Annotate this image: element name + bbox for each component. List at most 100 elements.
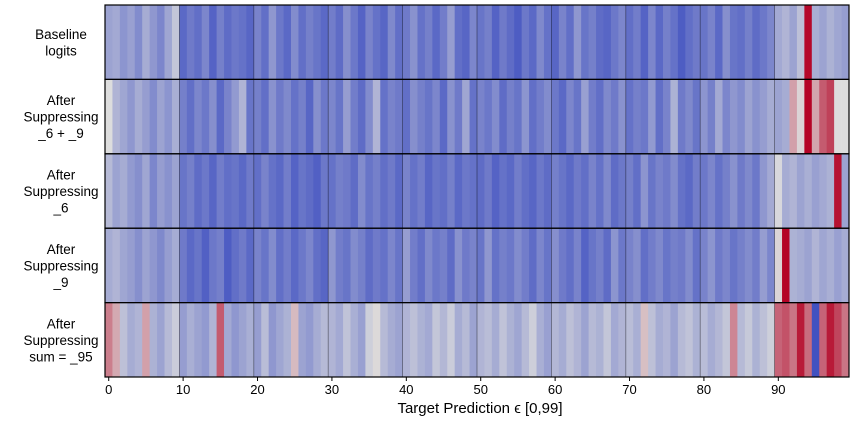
heatmap-cell-row2-col41 — [410, 153, 418, 229]
heatmap-cell-row2-col49 — [469, 153, 478, 229]
heatmap-cell-row4-col52 — [491, 302, 500, 377]
heatmap-cell-row4-col41 — [410, 302, 418, 377]
heatmap-cell-row0-col67 — [603, 5, 612, 80]
row-label-3-line-1: Suppressing — [23, 258, 98, 273]
heatmap-cell-row4-col1 — [112, 302, 121, 377]
heatmap-cell-row0-col49 — [469, 5, 478, 80]
heatmap-cell-row1-col43 — [424, 79, 433, 154]
heatmap-cell-row2-col26 — [298, 153, 307, 229]
heatmap-cell-row1-col74 — [655, 79, 664, 154]
heatmap-cell-row0-col66 — [596, 5, 604, 80]
heatmap-cell-row0-col94 — [804, 5, 813, 80]
heatmap-cell-row2-col48 — [462, 153, 470, 229]
heatmap-cell-row3-col10 — [179, 228, 188, 303]
heatmap-cell-row2-col97 — [826, 153, 835, 229]
heatmap-cell-row0-col90 — [774, 5, 783, 80]
heatmap-cell-row1-col37 — [380, 79, 389, 154]
row-frame-4 — [104, 302, 850, 378]
heatmap-cell-row3-col28 — [313, 228, 322, 303]
heatmap-cell-row4-col43 — [424, 302, 433, 377]
heatmap-cell-row2-col86 — [744, 153, 753, 229]
heatmap-cell-row0-col80 — [700, 5, 709, 80]
heatmap-cell-row1-col17 — [231, 79, 240, 154]
heatmap-cell-row0-col87 — [752, 5, 761, 80]
heatmap-cell-row3-col49 — [469, 228, 478, 303]
heatmap-cell-row4-col13 — [201, 302, 210, 377]
heatmap-cell-row3-col73 — [648, 228, 656, 303]
heatmap-cell-row0-col9 — [171, 5, 180, 80]
heatmap-cell-row2-col84 — [729, 153, 738, 229]
heatmap-cell-row4-col46 — [447, 302, 456, 377]
heatmap-cell-row2-col35 — [365, 153, 374, 229]
heatmap-cell-row4-col53 — [499, 302, 508, 377]
heatmap-cell-row3-col68 — [610, 228, 619, 303]
heatmap-cell-row2-col59 — [543, 153, 552, 229]
heatmap-cell-row1-col58 — [536, 79, 545, 154]
heatmap-cell-row2-col33 — [350, 153, 359, 229]
heatmap-cell-row4-col88 — [759, 302, 768, 377]
heatmap-cell-row2-col98 — [834, 153, 842, 229]
heatmap-cell-row0-col16 — [224, 5, 232, 80]
heatmap-cell-row4-col51 — [484, 302, 493, 377]
heatmap-cell-row0-col88 — [759, 5, 768, 80]
heatmap-cell-row1-col93 — [796, 79, 805, 154]
heatmap-cell-row3-col20 — [253, 228, 262, 303]
heatmap-cell-row4-col56 — [521, 302, 530, 377]
heatmap-cell-row0-col23 — [276, 5, 284, 80]
heatmap-cell-row0-col46 — [447, 5, 456, 80]
heatmap-cell-row2-col24 — [283, 153, 292, 229]
heatmap-cell-row0-col24 — [283, 5, 292, 80]
heatmap-cell-row4-col71 — [633, 302, 642, 377]
heatmap-cell-row0-col1 — [112, 5, 121, 80]
heatmap-cell-row2-col38 — [387, 153, 396, 229]
x-tick-label-30: 30 — [325, 382, 339, 397]
heatmap-cell-row0-col62 — [566, 5, 575, 80]
heatmap-cell-row1-col44 — [432, 79, 441, 154]
heatmap-cell-row4-col31 — [335, 302, 344, 377]
heatmap-cell-row1-col38 — [387, 79, 396, 154]
heatmap-cell-row2-col63 — [573, 153, 582, 229]
heatmap-cell-row2-col1 — [112, 153, 121, 229]
heatmap-cell-row3-col34 — [357, 228, 366, 303]
heatmap-cell-row0-col45 — [439, 5, 448, 80]
heatmap-cell-row3-col16 — [224, 228, 232, 303]
heatmap-cell-row0-col54 — [506, 5, 515, 80]
heatmap-cell-row2-col69 — [618, 153, 627, 229]
heatmap-cell-row0-col83 — [722, 5, 731, 80]
heatmap-cell-row0-col29 — [320, 5, 329, 80]
heatmap-cell-row1-col51 — [484, 79, 493, 154]
heatmap-cell-row2-col70 — [625, 153, 634, 229]
heatmap-cell-row3-col38 — [387, 228, 396, 303]
heatmap-cell-row1-col3 — [127, 79, 136, 154]
heatmap-cell-row0-col13 — [201, 5, 210, 80]
heatmap-cell-row2-col60 — [551, 153, 560, 229]
heatmap-cell-row0-col82 — [715, 5, 723, 80]
heatmap-cell-row3-col85 — [737, 228, 746, 303]
row-label-4-line-0: After — [47, 316, 76, 331]
heatmap-cell-row2-col81 — [707, 153, 716, 229]
heatmap-cell-row1-col7 — [157, 79, 165, 154]
heatmap-cell-row0-col61 — [558, 5, 567, 80]
heatmap-cell-row1-col31 — [335, 79, 344, 154]
heatmap-cell-row2-col67 — [603, 153, 612, 229]
heatmap-cell-row2-col94 — [804, 153, 813, 229]
heatmap-cell-row3-col35 — [365, 228, 374, 303]
heatmap-cell-row3-col25 — [291, 228, 299, 303]
heatmap-cell-row4-col44 — [432, 302, 441, 377]
heatmap-cell-row4-col75 — [663, 302, 671, 377]
heatmap-cell-row1-col60 — [551, 79, 560, 154]
heatmap-cell-row2-col10 — [179, 153, 188, 229]
heatmap-cell-row4-col79 — [692, 302, 701, 377]
heatmap-cell-row3-col70 — [625, 228, 634, 303]
heatmap-cell-row0-col55 — [514, 5, 523, 80]
heatmap-cell-row3-col46 — [447, 228, 456, 303]
heatmap-cell-row0-col89 — [767, 5, 775, 80]
heatmap-cell-row2-col16 — [224, 153, 232, 229]
heatmap-cell-row0-col21 — [261, 5, 270, 80]
heatmap-cell-row4-col58 — [536, 302, 545, 377]
heatmap-cell-row4-col85 — [737, 302, 746, 377]
heatmap-cell-row1-col65 — [588, 79, 597, 154]
heatmap-cell-row1-col70 — [625, 79, 634, 154]
heatmap-cell-row4-col18 — [238, 302, 247, 377]
heatmap-cell-row2-col44 — [432, 153, 441, 229]
